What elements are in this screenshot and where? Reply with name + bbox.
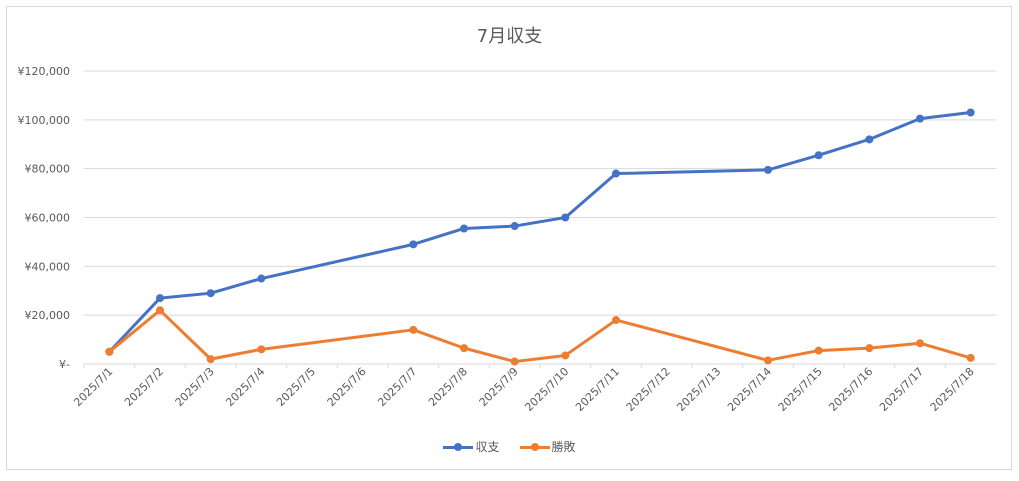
data-point <box>257 274 266 283</box>
legend-item-shohai: 勝敗 <box>519 438 576 455</box>
data-point <box>460 344 468 353</box>
data-point <box>460 224 468 233</box>
y-tick-label: ¥120,000 <box>18 65 71 78</box>
series-lines <box>105 108 975 366</box>
data-point <box>916 114 924 123</box>
y-tick-label: ¥100,000 <box>18 114 71 127</box>
data-point <box>814 151 823 160</box>
data-point <box>612 169 620 178</box>
x-tick-label: 2025/7/12 <box>624 365 673 414</box>
data-point <box>561 351 570 360</box>
x-tick-label: 2025/7/13 <box>674 365 723 414</box>
y-tick-label: ¥60,000 <box>25 212 71 225</box>
data-point <box>764 356 772 365</box>
legend-item-shushi: 収支 <box>443 438 500 455</box>
x-tick-label: 2025/7/3 <box>173 365 217 409</box>
legend-label-shohai: 勝敗 <box>551 440 576 454</box>
data-point <box>764 165 772 174</box>
y-tick-label: ¥40,000 <box>25 260 71 273</box>
data-point <box>257 345 266 354</box>
x-tick-label: 2025/7/18 <box>928 365 977 414</box>
data-point <box>156 306 164 315</box>
chart-title: 7月収支 <box>476 26 543 47</box>
data-point <box>510 357 519 366</box>
data-point <box>206 289 215 298</box>
data-point <box>612 316 620 325</box>
x-tick-label: 2025/7/4 <box>223 365 267 409</box>
x-tick-label: 2025/7/6 <box>325 365 369 409</box>
x-tick-label: 2025/7/15 <box>776 365 825 414</box>
series-line-1 <box>108 308 972 364</box>
data-point <box>105 347 114 356</box>
x-tick-label: 2025/7/10 <box>522 365 571 414</box>
y-tick-label: ¥80,000 <box>25 163 71 176</box>
legend-swatch-shohai <box>519 442 550 452</box>
data-point <box>409 240 418 249</box>
gridlines <box>84 70 996 365</box>
data-point <box>865 344 874 353</box>
legend: 収支 勝敗 <box>0 438 1019 455</box>
chart-frame <box>6 6 1012 470</box>
data-point <box>814 346 823 355</box>
x-tick-label: 2025/7/8 <box>426 365 470 409</box>
x-tick-label: 2025/7/1 <box>71 365 115 409</box>
x-axis: 2025/7/1 2025/7/2 2025/7/3 2025/7/4 2025/7/5… <box>71 364 977 414</box>
x-tick-label: 2025/7/5 <box>274 365 318 409</box>
data-point <box>206 355 215 364</box>
data-point <box>510 222 519 231</box>
data-point <box>561 213 570 222</box>
y-axis: ¥- ¥20,000 ¥40,000 ¥60,000 ¥80,000 ¥100,000 ¥1… <box>18 65 71 371</box>
x-tick-label: 2025/7/9 <box>477 365 521 409</box>
data-point <box>409 325 418 334</box>
data-point <box>966 108 975 117</box>
data-point <box>156 294 164 303</box>
series-line-0 <box>108 111 971 353</box>
y-tick-label: ¥- <box>59 358 70 371</box>
legend-label-shushi: 収支 <box>475 440 500 454</box>
x-tick-label: 2025/7/7 <box>375 365 419 409</box>
x-tick-label: 2025/7/11 <box>573 365 622 414</box>
data-point <box>966 353 975 362</box>
data-point <box>916 339 924 348</box>
x-tick-label: 2025/7/14 <box>725 365 774 414</box>
data-point <box>865 135 874 144</box>
x-tick-label: 2025/7/16 <box>826 365 875 414</box>
x-tick-label: 2025/7/17 <box>877 365 926 414</box>
legend-swatch-shushi <box>443 442 474 452</box>
y-tick-label: ¥20,000 <box>25 309 71 322</box>
x-tick-label: 2025/7/2 <box>122 365 166 409</box>
